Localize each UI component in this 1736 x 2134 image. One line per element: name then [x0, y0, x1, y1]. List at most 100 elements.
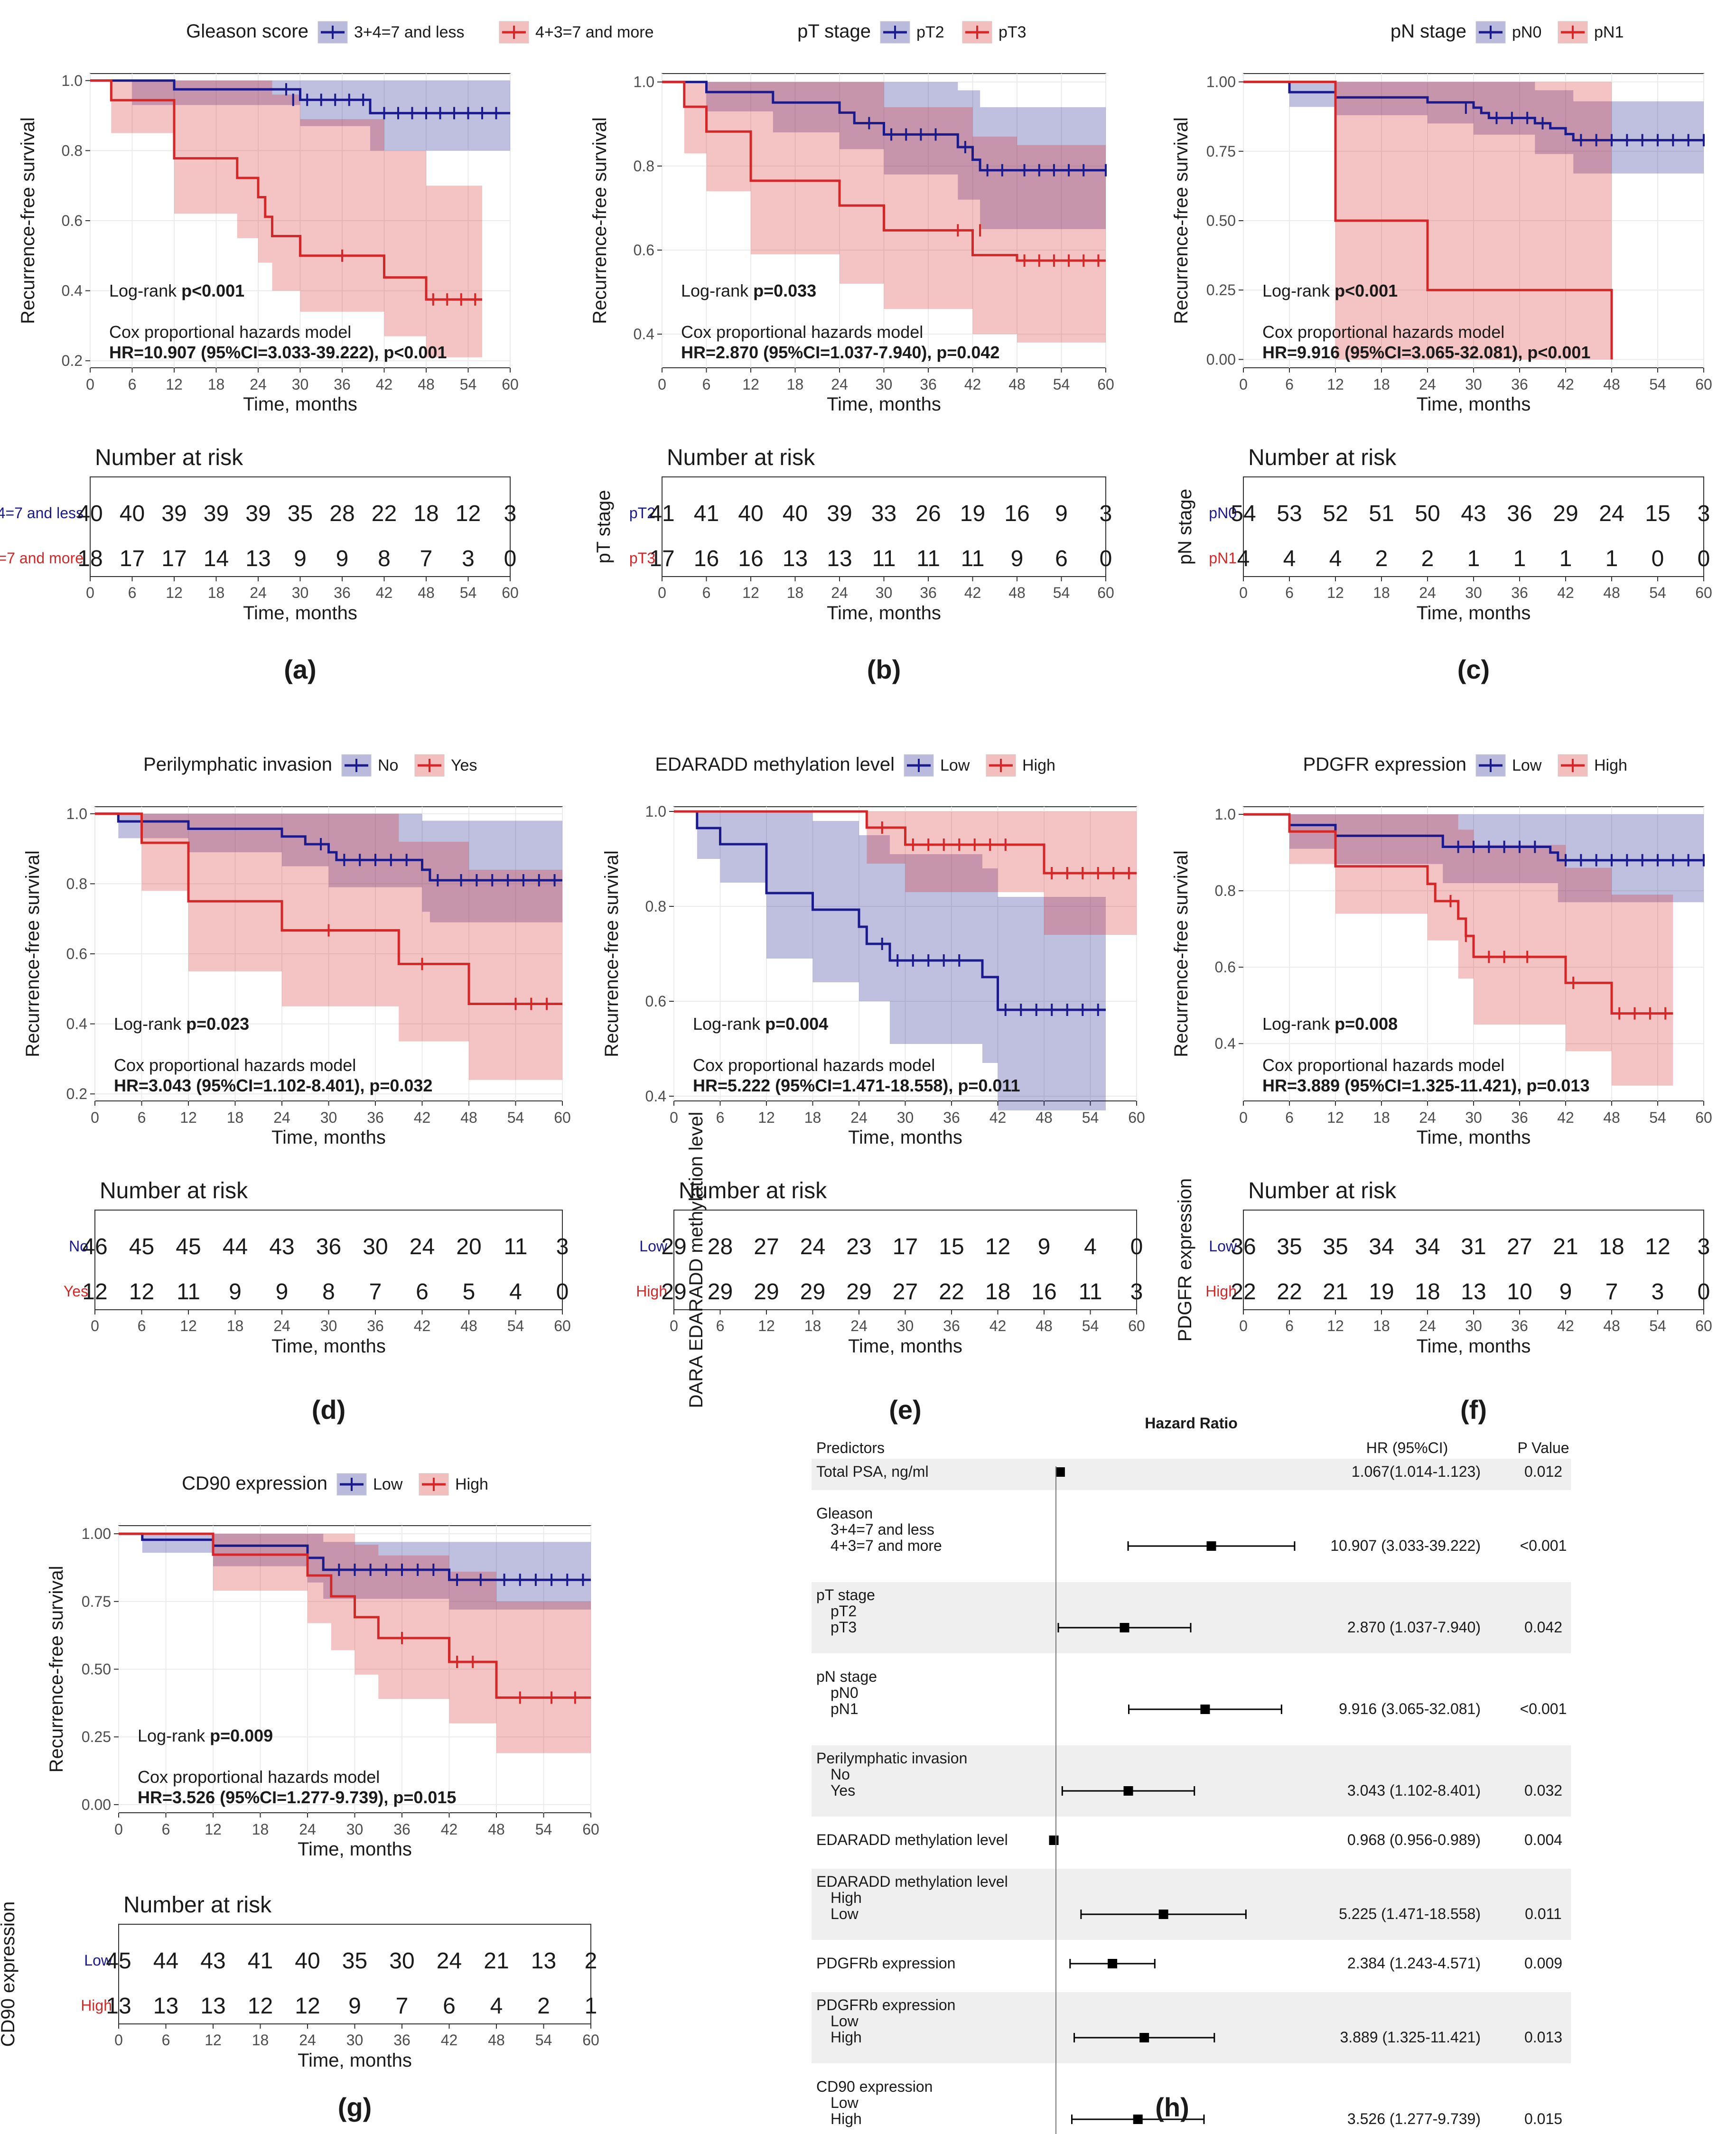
- x-tick-label: 6: [162, 1821, 170, 1838]
- x-tick-label: 6: [1285, 376, 1294, 393]
- risk-row-label: Yes: [64, 1283, 88, 1300]
- x-tick-label: 60: [1695, 376, 1712, 393]
- predictor-level: High: [831, 1889, 862, 1906]
- x-tick-label: 6: [128, 376, 137, 393]
- risk-count: 1: [1513, 546, 1526, 571]
- y-tick-label: 1.0: [1215, 806, 1236, 823]
- risk-count: 10: [1507, 1279, 1532, 1305]
- risk-count: 3: [1698, 1234, 1710, 1259]
- risk-count: 13: [153, 1994, 178, 2019]
- risk-count: 7: [1605, 1279, 1618, 1305]
- risk-count: 4: [1329, 546, 1342, 571]
- risk-count: 5: [463, 1279, 476, 1305]
- risk-x-tick-label: 12: [205, 2031, 222, 2049]
- hr-value: 3.889 (1.325-11.421): [1340, 2029, 1481, 2046]
- y-tick-label: 1.0: [634, 74, 654, 91]
- y-tick-label: 0.8: [634, 158, 654, 175]
- risk-x-tick-label: 36: [367, 1317, 384, 1334]
- risk-x-tick-label: 42: [1557, 584, 1574, 601]
- x-tick-label: 48: [1008, 376, 1026, 393]
- x-axis-label: Time, months: [827, 394, 941, 415]
- x-tick-label: 12: [205, 1821, 222, 1838]
- risk-count: 40: [295, 1948, 320, 1974]
- risk-count: 19: [960, 501, 985, 526]
- risk-x-tick-label: 36: [334, 584, 351, 601]
- risk-x-tick-label: 18: [252, 2031, 269, 2049]
- hr-value: 3.043 (1.102-8.401): [1347, 1782, 1481, 1799]
- col-hr: HR (95%CI): [1366, 1439, 1448, 1456]
- logrank-p: p=0.008: [1335, 1014, 1398, 1034]
- km-panel-g: CD90 expression Low High 0 6 12 18 24 30 36 42 48 54…: [46, 1473, 599, 1860]
- y-tick-label: 1.0: [66, 805, 87, 822]
- risk-count: 12: [295, 1994, 320, 2019]
- risk-count: 7: [420, 546, 433, 571]
- p-value: 0.009: [1524, 1955, 1562, 1972]
- risk-count: 36: [316, 1234, 341, 1259]
- ci-band-series-1: [1243, 82, 1704, 174]
- risk-count: 35: [288, 501, 313, 526]
- x-tick-label: 0: [86, 376, 94, 393]
- legend-entry: Low: [1512, 756, 1542, 774]
- risk-count: 17: [893, 1234, 918, 1259]
- forest-row-bg: [812, 1459, 1571, 1490]
- ci-band-series-2: [674, 811, 1137, 935]
- cox-label: Cox proportional hazards model: [1262, 1055, 1504, 1075]
- x-tick-label: 18: [1373, 1109, 1390, 1126]
- risk-table-title: Number at risk: [95, 445, 243, 470]
- y-tick-label: 0.6: [62, 212, 83, 229]
- risk-count: 54: [1231, 501, 1256, 526]
- risk-count: 29: [661, 1279, 686, 1305]
- hr-value: 0.968 (0.956-0.989): [1347, 1831, 1481, 1848]
- x-tick-label: 60: [1695, 1109, 1712, 1126]
- risk-count: 39: [161, 501, 187, 526]
- risk-count: 22: [939, 1279, 964, 1305]
- risk-count: 46: [82, 1234, 107, 1259]
- risk-x-tick-label: 6: [162, 2031, 170, 2049]
- y-tick-label: 0.4: [645, 1088, 666, 1105]
- risk-count: 43: [200, 1948, 225, 1974]
- risk-count: 11: [916, 546, 940, 571]
- risk-x-tick-label: 24: [1419, 584, 1436, 601]
- y-tick-label: 0.8: [645, 898, 666, 915]
- risk-row-label: pN0: [1209, 504, 1237, 522]
- x-tick-label: 36: [943, 1109, 960, 1126]
- risk-table-title: Number at risk: [100, 1178, 248, 1203]
- hr-value: 5.225 (1.471-18.558): [1339, 1905, 1481, 1922]
- risk-count: 35: [342, 1948, 367, 1974]
- x-tick-label: 42: [441, 1821, 458, 1838]
- km-panel-d: Perilymphatic invasion No Yes 0 6 12 18 24 30 36 4…: [22, 754, 571, 1148]
- ci-band-series-1: [95, 813, 562, 923]
- risk-x-tick-label: 12: [758, 1317, 775, 1334]
- y-tick-label: 0.75: [1206, 143, 1236, 160]
- p-value: 0.013: [1524, 2029, 1562, 2046]
- risk-count: 16: [1004, 501, 1029, 526]
- p-value: 0.032: [1524, 1782, 1562, 1799]
- y-axis-label: Recurrence-free survival: [1171, 850, 1192, 1057]
- risk-count: 20: [456, 1234, 481, 1259]
- x-tick-label: 48: [1036, 1109, 1053, 1126]
- risk-count: 26: [915, 501, 941, 526]
- x-tick-label: 54: [1649, 1109, 1666, 1126]
- x-tick-label: 30: [346, 1821, 364, 1838]
- legend-entry: pT3: [999, 23, 1027, 41]
- x-tick-label: 36: [393, 1821, 411, 1838]
- risk-x-tick-label: 36: [393, 2031, 411, 2049]
- risk-x-tick-label: 6: [716, 1317, 725, 1334]
- predictor-name: EDARADD methylation level: [816, 1873, 1008, 1890]
- risk-count: 13: [106, 1994, 131, 2019]
- risk-x-tick-label: 60: [1128, 1317, 1145, 1334]
- y-axis-label: Recurrence-free survival: [46, 1566, 67, 1773]
- panel-label-a: (a): [284, 654, 316, 684]
- risk-count: 53: [1277, 501, 1302, 526]
- risk-x-tick-label: 6: [702, 584, 711, 601]
- risk-x-axis-label: Time, months: [1417, 1336, 1531, 1357]
- x-tick-label: 6: [138, 1109, 146, 1126]
- risk-count: 12: [456, 501, 481, 526]
- risk-x-tick-label: 18: [208, 584, 225, 601]
- risk-count: 33: [871, 501, 896, 526]
- risk-count: 11: [177, 1279, 200, 1305]
- risk-x-tick-label: 30: [876, 584, 893, 601]
- hr-value: 2.384 (1.243-4.571): [1347, 1955, 1481, 1972]
